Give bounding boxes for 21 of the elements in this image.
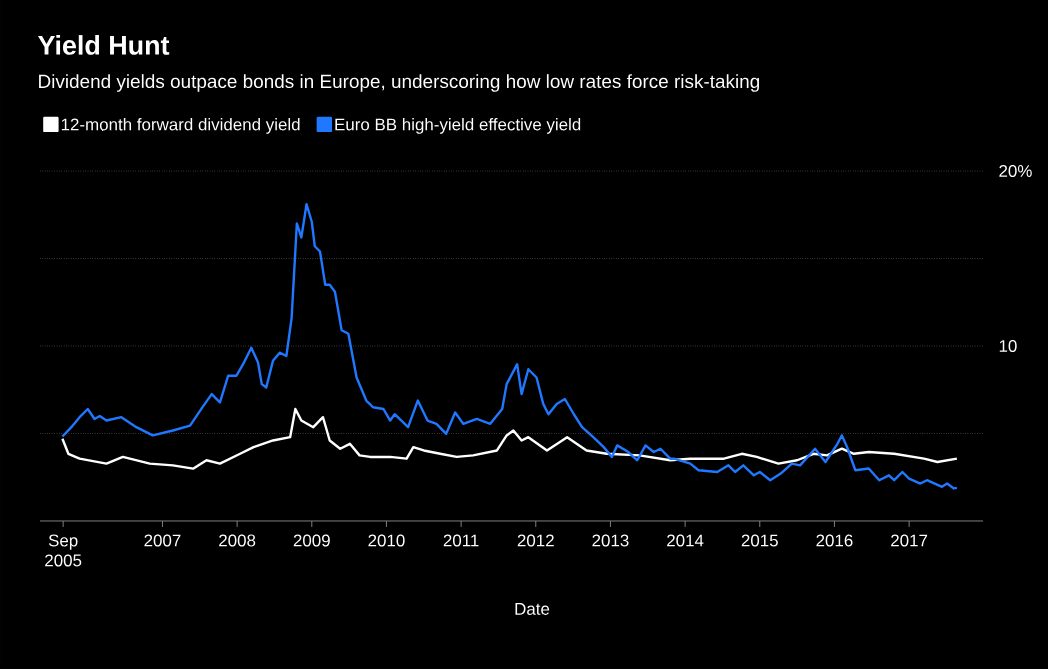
x-tick-label: 2007 (144, 534, 181, 547)
y-tick-label: 10 (999, 339, 1017, 352)
x-tick-label: 2015 (741, 534, 778, 547)
line-series (61, 203, 959, 490)
chart-subtitle: Dividend yields outpace bonds in Europe, underscoring how low rates force risk-taking (39, 74, 759, 92)
x-tick-label: 2013 (592, 534, 629, 547)
x-tick-label: Sep 2005 (45, 534, 82, 567)
x-tick-label: 2014 (667, 534, 704, 547)
x-tick-label: 2008 (219, 534, 256, 547)
x-tick-label: 2009 (293, 534, 330, 547)
y-tick-label: 20% (999, 164, 1032, 177)
x-tick-label: 2017 (891, 534, 928, 547)
x-tick-label: 2012 (517, 534, 554, 547)
x-axis-title: Date (515, 603, 550, 615)
chart-title: Yield Hunt (37, 35, 170, 55)
legend-label: 12-month forward dividend yield (61, 118, 300, 134)
line-series (61, 407, 959, 470)
x-tick-label: 2010 (368, 534, 405, 547)
legend-label: Euro BB high-yield effective yield (335, 118, 581, 134)
x-tick-label: 2011 (443, 534, 479, 547)
x-tick-label: 2016 (816, 534, 853, 547)
